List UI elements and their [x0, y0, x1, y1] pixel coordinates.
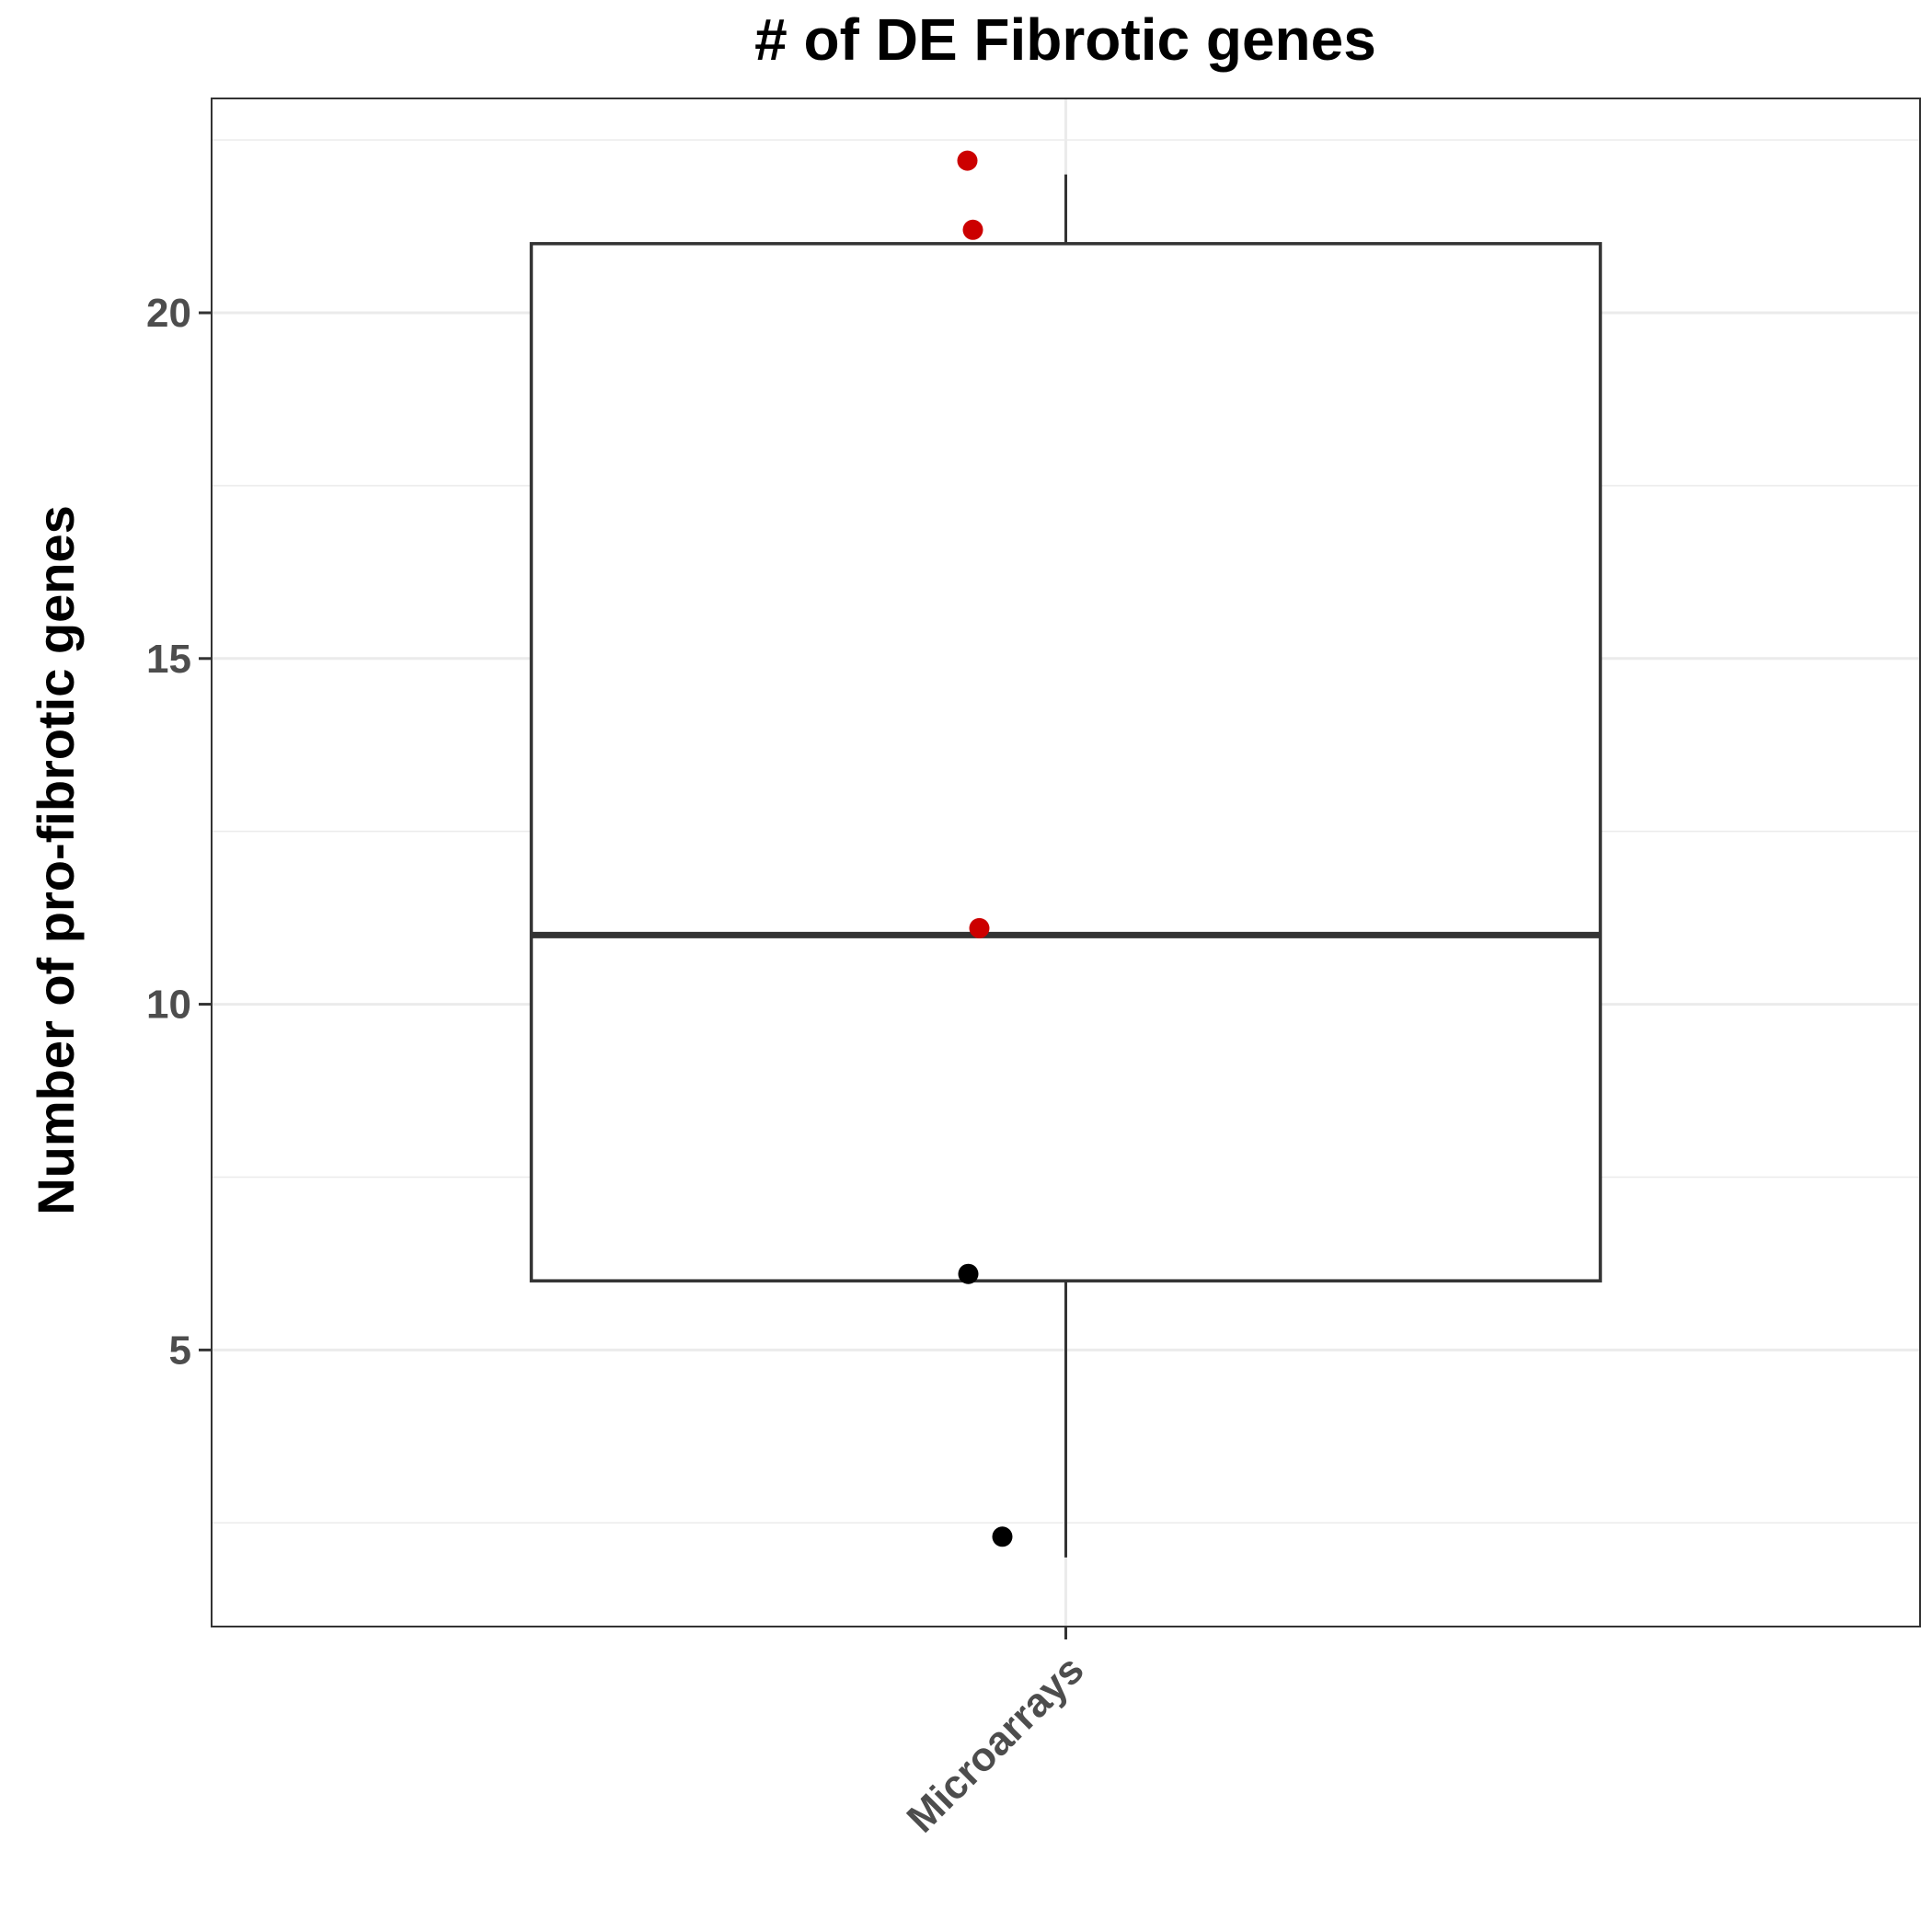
- data-point: [957, 150, 978, 171]
- data-point: [958, 1263, 979, 1284]
- x-tick-label: Microarrays: [899, 1647, 1093, 1841]
- chart-title: # of DE Fibrotic genes: [754, 6, 1376, 73]
- y-axis: 5 10 15 20: [146, 291, 212, 1373]
- y-tick-label: 15: [146, 637, 191, 682]
- y-tick-label: 10: [146, 983, 191, 1028]
- data-points: [957, 150, 1013, 1547]
- y-tick-label: 5: [169, 1328, 191, 1373]
- data-point: [992, 1526, 1013, 1547]
- y-axis-label: Number of pro-fibrotic genes: [27, 505, 85, 1215]
- y-tick-label: 20: [146, 291, 191, 336]
- iqr-box: [529, 242, 1603, 1282]
- data-point: [962, 219, 983, 240]
- boxplot-microarrays: [529, 174, 1603, 1558]
- data-point: [969, 917, 990, 938]
- x-axis: Microarrays: [899, 1627, 1093, 1841]
